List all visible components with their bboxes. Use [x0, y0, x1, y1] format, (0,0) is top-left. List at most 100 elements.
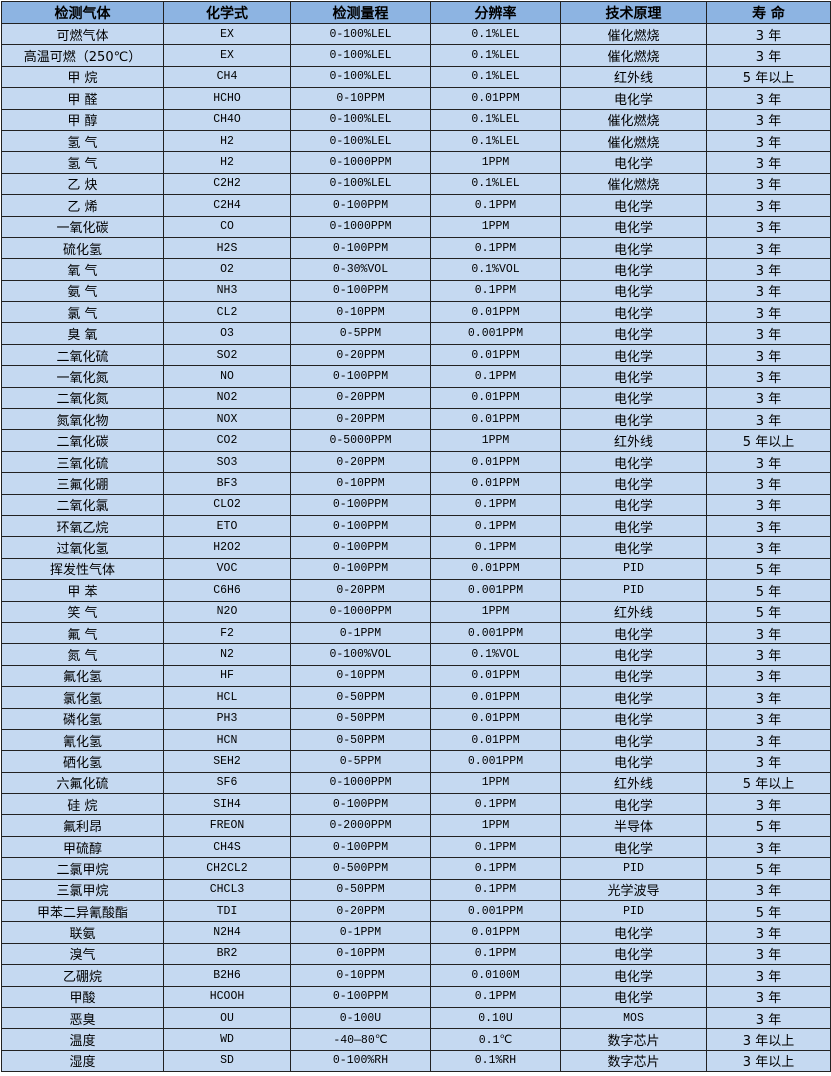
cell-resolution: 0.1PPM	[430, 514, 561, 538]
cell-formula: HCHO	[163, 87, 291, 110]
cell-principle: 电化学	[560, 707, 707, 730]
cell-range: 0-100PPM	[290, 985, 431, 1008]
cell-formula: HCN	[163, 728, 291, 752]
cell-formula: N2O	[163, 600, 291, 623]
cell-resolution: 1PPM	[430, 814, 561, 837]
cell-formula: SO2	[163, 343, 291, 367]
cell-resolution: 0.01PPM	[430, 664, 561, 688]
cell-gas-name: 甲 醛	[1, 87, 164, 110]
header-range: 检测量程	[290, 1, 431, 24]
cell-range: 0-30%VOL	[290, 258, 431, 281]
cell-formula: F2	[163, 621, 291, 645]
cell-formula: TDI	[163, 900, 291, 923]
cell-lifetime: 3 年	[706, 408, 831, 431]
cell-range: 0-1000PPM	[290, 771, 431, 795]
cell-gas-name: 过氧化氢	[1, 536, 164, 559]
cell-gas-name: 氧 气	[1, 258, 164, 281]
cell-formula: N2	[163, 643, 291, 666]
cell-gas-name: 甲 烷	[1, 65, 164, 89]
header-formula: 化学式	[163, 1, 291, 24]
cell-lifetime: 3 年	[706, 728, 831, 752]
cell-gas-name: 甲 醇	[1, 108, 164, 131]
cell-range: 0-50PPM	[290, 707, 431, 730]
cell-gas-name: 可燃气体	[1, 22, 164, 46]
cell-lifetime: 3 年以上	[706, 1028, 831, 1051]
header-row: 检测气体 化学式 检测量程 分辨率 技术原理寿 命	[1, 1, 831, 24]
cell-principle: 电化学	[560, 964, 707, 987]
cell-principle: 电化学	[560, 514, 707, 538]
cell-resolution: 0.001PPM	[430, 579, 561, 602]
cell-lifetime: 3 年	[706, 686, 831, 709]
cell-lifetime: 5 年	[706, 557, 831, 581]
cell-lifetime: 3 年	[706, 151, 831, 174]
cell-gas-name: 氟利昂	[1, 814, 164, 837]
cell-lifetime: 3 年	[706, 985, 831, 1008]
table-row: 笑 气 N2O 0-1000PPM 1PPM 红外线 5 年	[1, 600, 831, 623]
cell-range: 0-100PPM	[290, 236, 431, 260]
cell-formula: BF3	[163, 472, 291, 495]
header-resolution: 分辨率	[430, 1, 561, 24]
cell-range: 0-100PPM	[290, 365, 431, 388]
table-row: 氧 气 O2 0-30%VOL 0.1%VOL 电化学 3 年	[1, 258, 831, 281]
cell-lifetime: 5 年以上	[706, 429, 831, 452]
cell-lifetime: 3 年	[706, 878, 831, 902]
cell-range: 0-100%LEL	[290, 22, 431, 46]
cell-resolution: 0.1PPM	[430, 857, 561, 880]
header-principle: 技术原理	[560, 1, 707, 24]
cell-lifetime: 3 年	[706, 301, 831, 324]
cell-principle: 催化燃烧	[560, 22, 707, 46]
cell-principle: 电化学	[560, 258, 707, 281]
cell-formula: CO	[163, 215, 291, 238]
cell-resolution: 1PPM	[430, 771, 561, 795]
cell-resolution: 0.1%VOL	[430, 643, 561, 666]
cell-formula: CH2CL2	[163, 857, 291, 880]
cell-principle: 催化燃烧	[560, 44, 707, 67]
cell-lifetime: 3 年	[706, 279, 831, 303]
cell-range: 0-5PPM	[290, 750, 431, 773]
table-row: 磷化氢 PH3 0-50PPM 0.01PPM 电化学 3 年	[1, 707, 831, 730]
cell-resolution: 0.10U	[430, 1006, 561, 1030]
cell-gas-name: 恶臭	[1, 1006, 164, 1030]
table-row: 氢 气 H2 0-100%LEL 0.1%LEL 催化燃烧 3 年	[1, 129, 831, 153]
cell-range: 0-100PPM	[290, 194, 431, 217]
cell-principle: 电化学	[560, 793, 707, 816]
cell-principle: PID	[560, 557, 707, 581]
table-row: 可燃气体 EX 0-100%LEL 0.1%LEL 催化燃烧 3 年	[1, 22, 831, 46]
cell-lifetime: 3 年	[706, 129, 831, 153]
cell-resolution: 0.01PPM	[430, 921, 561, 944]
table-row: 氰化氢 HCN 0-50PPM 0.01PPM 电化学 3 年	[1, 728, 831, 752]
table-row: 二氯甲烷 CH2CL2 0-500PPM 0.1PPM PID 5 年	[1, 857, 831, 880]
cell-principle: 电化学	[560, 686, 707, 709]
cell-lifetime: 3 年	[706, 343, 831, 367]
cell-gas-name: 挥发性气体	[1, 557, 164, 581]
table-row: 甲 苯 C6H6 0-20PPM 0.001PPM PID 5 年	[1, 579, 831, 602]
cell-resolution: 0.1PPM	[430, 236, 561, 260]
cell-range: 0-5000PPM	[290, 429, 431, 452]
cell-resolution: 0.1%LEL	[430, 129, 561, 153]
cell-principle: 电化学	[560, 87, 707, 110]
cell-principle: 电化学	[560, 279, 707, 303]
cell-lifetime: 3 年	[706, 750, 831, 773]
cell-resolution: 0.1℃	[430, 1028, 561, 1051]
table-row: 甲 醇 CH4O 0-100%LEL 0.1%LEL 催化燃烧 3 年	[1, 108, 831, 131]
cell-formula: CH4S	[163, 835, 291, 859]
cell-gas-name: 二氧化氯	[1, 493, 164, 516]
cell-gas-name: 氯化氢	[1, 686, 164, 709]
cell-range: 0-10PPM	[290, 942, 431, 966]
cell-resolution: 0.1PPM	[430, 279, 561, 303]
cell-principle: 光学波导	[560, 878, 707, 902]
cell-resolution: 0.1PPM	[430, 985, 561, 1008]
cell-gas-name: 环氧乙烷	[1, 514, 164, 538]
cell-range: 0-1PPM	[290, 621, 431, 645]
cell-gas-name: 二氧化碳	[1, 429, 164, 452]
cell-lifetime: 3 年	[706, 108, 831, 131]
cell-lifetime: 3 年	[706, 707, 831, 730]
cell-principle: 电化学	[560, 450, 707, 474]
cell-formula: SD	[163, 1049, 291, 1073]
cell-lifetime: 3 年	[706, 621, 831, 645]
cell-formula: C2H2	[163, 172, 291, 196]
cell-principle: 催化燃烧	[560, 172, 707, 196]
cell-formula: HCOOH	[163, 985, 291, 1008]
cell-formula: EX	[163, 44, 291, 67]
cell-resolution: 0.01PPM	[430, 343, 561, 367]
